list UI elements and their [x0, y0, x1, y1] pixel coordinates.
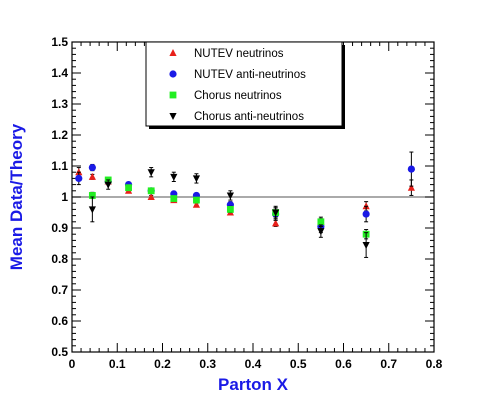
legend-marker [169, 91, 177, 99]
y-tick-label: 1.3 [51, 97, 68, 111]
data-point [170, 173, 178, 181]
x-tick-label: 0.8 [426, 357, 443, 371]
data-point [75, 174, 83, 182]
x-tick-label: 0.2 [154, 357, 171, 371]
legend-label: NUTEV anti-neutrinos [194, 69, 306, 81]
data-point [317, 228, 325, 236]
data-point [226, 206, 234, 213]
y-axis-title: Mean Data/Theory [7, 123, 26, 270]
data-point [362, 242, 370, 250]
data-point [407, 165, 415, 173]
data-point [192, 175, 201, 183]
data-point [226, 192, 234, 200]
data-point [317, 218, 325, 226]
y-tick-label: 1 [61, 190, 68, 204]
legend-marker [169, 113, 177, 120]
data-point [88, 172, 96, 180]
legend-marker [169, 49, 177, 56]
y-tick-label: 0.9 [51, 221, 68, 235]
y-tick-label: 1.2 [51, 128, 68, 142]
x-tick-label: 0 [69, 357, 76, 371]
series-3 [88, 167, 370, 258]
y-tick-label: 1.5 [51, 35, 68, 49]
data-point [104, 181, 112, 189]
x-tick-label: 0.5 [290, 357, 307, 371]
x-tick-label: 0.7 [380, 357, 397, 371]
data-point [125, 184, 132, 192]
data-point [88, 163, 96, 172]
x-axis-title: Parton X [218, 375, 289, 394]
x-tick-label: 0.1 [109, 357, 126, 371]
y-tick-label: 1.4 [51, 66, 68, 80]
data-point [170, 195, 178, 202]
data-point [193, 196, 200, 204]
y-tick-label: 0.6 [51, 314, 68, 328]
data-point [192, 200, 201, 208]
data-point [362, 210, 370, 218]
x-tick-label: 0.6 [335, 357, 352, 371]
data-point [88, 206, 96, 214]
data-point [272, 219, 280, 227]
legend-label: NUTEV neutrinos [194, 48, 284, 60]
legend-label: Chorus anti-neutrinos [194, 111, 304, 123]
y-tick-label: 0.5 [51, 345, 68, 359]
y-tick-label: 0.8 [51, 252, 68, 266]
data-point [272, 209, 280, 217]
data-point [147, 193, 155, 200]
y-tick-label: 0.7 [51, 283, 68, 297]
legend-box [145, 41, 343, 127]
data-point [407, 183, 415, 191]
legend-marker [169, 70, 177, 78]
data-point [147, 169, 155, 177]
legend-label: Chorus neutrinos [194, 90, 282, 102]
y-tick-label: 1.1 [51, 159, 68, 173]
data-point [147, 187, 155, 195]
x-tick-label: 0.4 [245, 357, 262, 371]
data-point [88, 192, 96, 199]
x-tick-label: 0.3 [199, 357, 216, 371]
